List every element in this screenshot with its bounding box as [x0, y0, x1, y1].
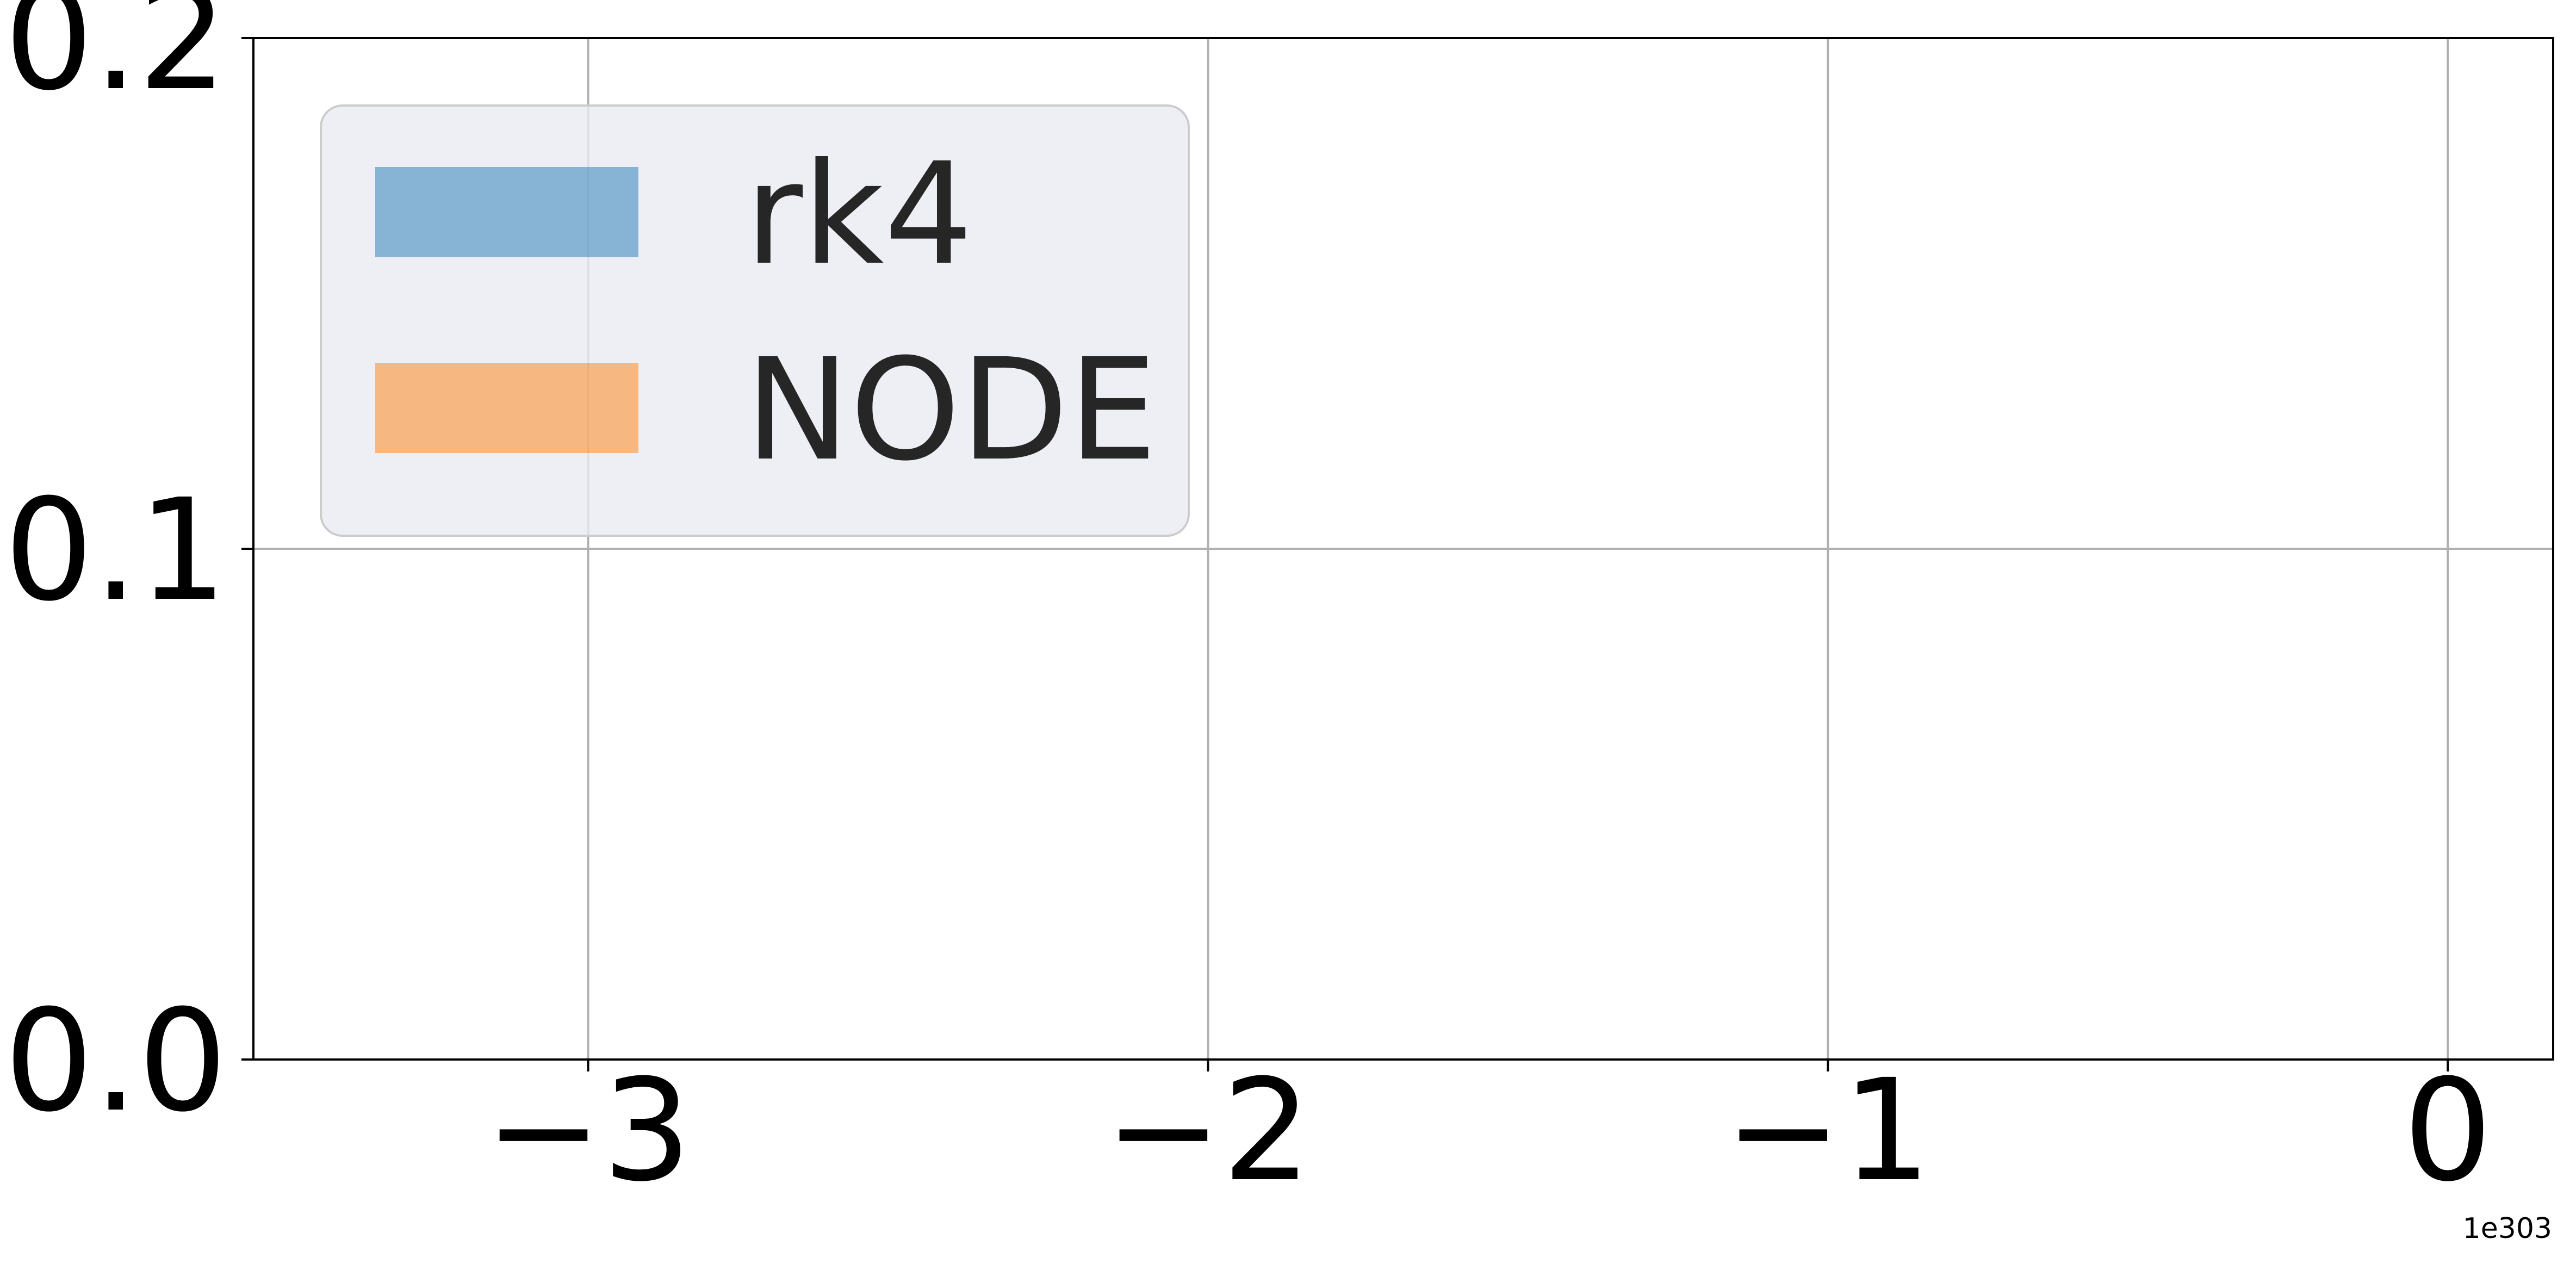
x-tick-label: 0 [2403, 1049, 2492, 1212]
ticks: −3 −2 −1 0 0.0 0.1 0.2 [4, 0, 2493, 1212]
x-tick-label: −1 [1724, 1049, 1931, 1212]
x-tick-label: −2 [1104, 1049, 1311, 1212]
legend-swatch-rk4 [375, 167, 638, 257]
y-tick-label: 0.1 [4, 469, 227, 632]
x-tick-label: −3 [485, 1049, 691, 1212]
legend-label-rk4: rk4 [745, 133, 973, 296]
y-tick-label: 0.0 [4, 980, 227, 1143]
y-tick-label: 0.2 [4, 0, 227, 121]
legend: rk4 NODE [320, 104, 1190, 537]
legend-label-node: NODE [745, 329, 1157, 492]
legend-swatch-node [375, 363, 638, 453]
x-axis-offset-label: 1e303 [2463, 1212, 2552, 1245]
